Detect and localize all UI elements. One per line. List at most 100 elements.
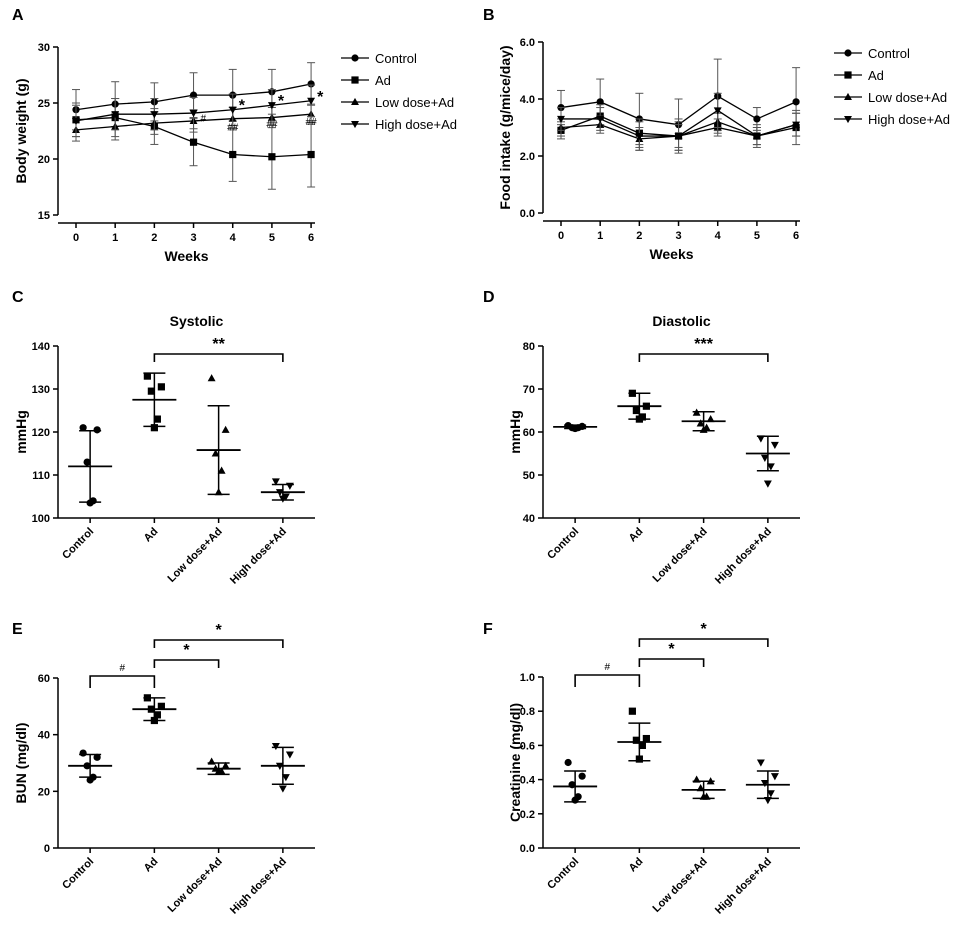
data-point — [756, 435, 765, 443]
y-tick-label: 0.2 — [520, 809, 535, 821]
group-control — [68, 424, 113, 507]
data-point — [760, 454, 769, 462]
panel-C: C 100 110 120 130 140 mmHg Systolic Control Ad Low… — [12, 289, 315, 587]
data-point — [79, 749, 87, 757]
data-point — [147, 387, 155, 395]
x-tick-label: Ad — [142, 856, 161, 875]
y-tick-label: 0.6 — [520, 740, 535, 752]
data-point — [756, 759, 765, 767]
data-point — [271, 742, 280, 751]
x-tick-label: Low dose+Ad — [650, 526, 709, 585]
x-tick-label: Control — [545, 856, 581, 892]
significance-bracket — [638, 353, 769, 362]
data-point — [93, 753, 101, 761]
significance-label: # — [604, 662, 610, 673]
panel-label: E — [12, 621, 23, 638]
annotation: ## — [266, 119, 278, 130]
group-ad — [617, 389, 662, 423]
data-point — [674, 132, 683, 141]
y-tick-label: 120 — [32, 427, 50, 439]
y-tick-label: 1.0 — [520, 672, 535, 684]
data-point — [86, 776, 94, 784]
group-low-dose-ad — [681, 775, 726, 800]
y-axis-label: BUN (mg/dl) — [13, 723, 29, 804]
data-point — [153, 415, 161, 423]
x-tick-label: Ad — [627, 526, 646, 545]
data-point — [307, 97, 316, 105]
x-tick-label: Control — [60, 526, 96, 562]
data-point — [596, 115, 605, 124]
data-point — [150, 424, 158, 432]
data-point — [93, 426, 101, 434]
y-tick-label: 0.8 — [520, 706, 535, 718]
panel-label: C — [12, 289, 24, 306]
significance-bracket — [153, 353, 284, 362]
data-point — [632, 736, 640, 744]
group-low-dose-ad — [196, 757, 241, 776]
data-point — [628, 707, 636, 715]
y-axis-label: Food intake (g/mice/day) — [497, 45, 513, 209]
y-tick-label: 80 — [523, 341, 535, 353]
panel-A: A 15 20 25 30 Body weight (g) 0 1 2 3 4 5 6 Weeks Cont… — [12, 7, 457, 264]
x-axis-label: Weeks — [164, 248, 208, 264]
y-tick-label: 6.0 — [520, 37, 535, 49]
y-tick-label: 70 — [523, 384, 535, 396]
data-point — [642, 734, 650, 743]
data-point — [578, 772, 586, 780]
data-point — [157, 383, 165, 391]
x-tick-label: Low dose+Ad — [165, 856, 224, 915]
y-axis-label: mmHg — [507, 410, 523, 454]
legend-label: Control — [868, 46, 910, 61]
data-point — [207, 374, 216, 382]
panel-title: Systolic — [170, 313, 224, 329]
significance-label: * — [701, 621, 708, 638]
data-point — [285, 751, 294, 759]
panel-label: A — [12, 7, 24, 24]
legend-marker — [844, 71, 852, 79]
significance-bracket — [638, 638, 769, 647]
annotation: * — [278, 93, 285, 110]
legend-label: High dose+Ad — [868, 112, 950, 127]
y-tick-label: 50 — [523, 470, 535, 482]
data-point — [564, 758, 572, 767]
data-point — [189, 110, 198, 118]
data-point — [153, 711, 161, 719]
data-point — [307, 150, 315, 159]
data-point — [632, 406, 640, 415]
panel-label: B — [483, 7, 495, 24]
legend-label: Ad — [375, 73, 391, 88]
group-high-dose-ad — [745, 759, 790, 805]
data-point — [228, 106, 237, 114]
y-tick-label: 130 — [32, 384, 50, 396]
panel-B: B 0.0 2.0 4.0 6.0 Food intake (g/mice/day) 0 1 2… — [483, 7, 950, 262]
y-tick-label: 20 — [38, 154, 50, 166]
data-point — [271, 478, 280, 486]
group-control — [553, 758, 598, 804]
x-tick-label: 5 — [269, 232, 275, 244]
data-point — [760, 779, 769, 788]
x-tick-label: Low dose+Ad — [165, 526, 224, 585]
legend-marker — [844, 49, 852, 57]
data-point — [211, 449, 220, 457]
y-tick-label: 60 — [523, 427, 535, 439]
x-tick-label: 0 — [558, 230, 564, 242]
data-point — [278, 785, 287, 793]
data-point — [217, 466, 226, 474]
data-point — [111, 111, 120, 119]
x-tick-label: Low dose+Ad — [650, 856, 709, 915]
data-point — [83, 458, 91, 466]
panel-label: D — [483, 289, 495, 306]
data-point — [753, 115, 761, 123]
group-high-dose-ad — [745, 435, 790, 488]
y-tick-label: 0.0 — [520, 843, 535, 855]
group-low-dose-ad — [681, 408, 726, 433]
x-tick-label: 0 — [73, 232, 79, 244]
data-point — [281, 774, 290, 782]
y-tick-label: 25 — [38, 98, 50, 110]
data-point — [189, 138, 198, 146]
data-point — [268, 153, 276, 161]
data-point — [638, 741, 646, 749]
group-ad — [132, 694, 177, 725]
y-axis-label: mmHg — [13, 410, 29, 454]
